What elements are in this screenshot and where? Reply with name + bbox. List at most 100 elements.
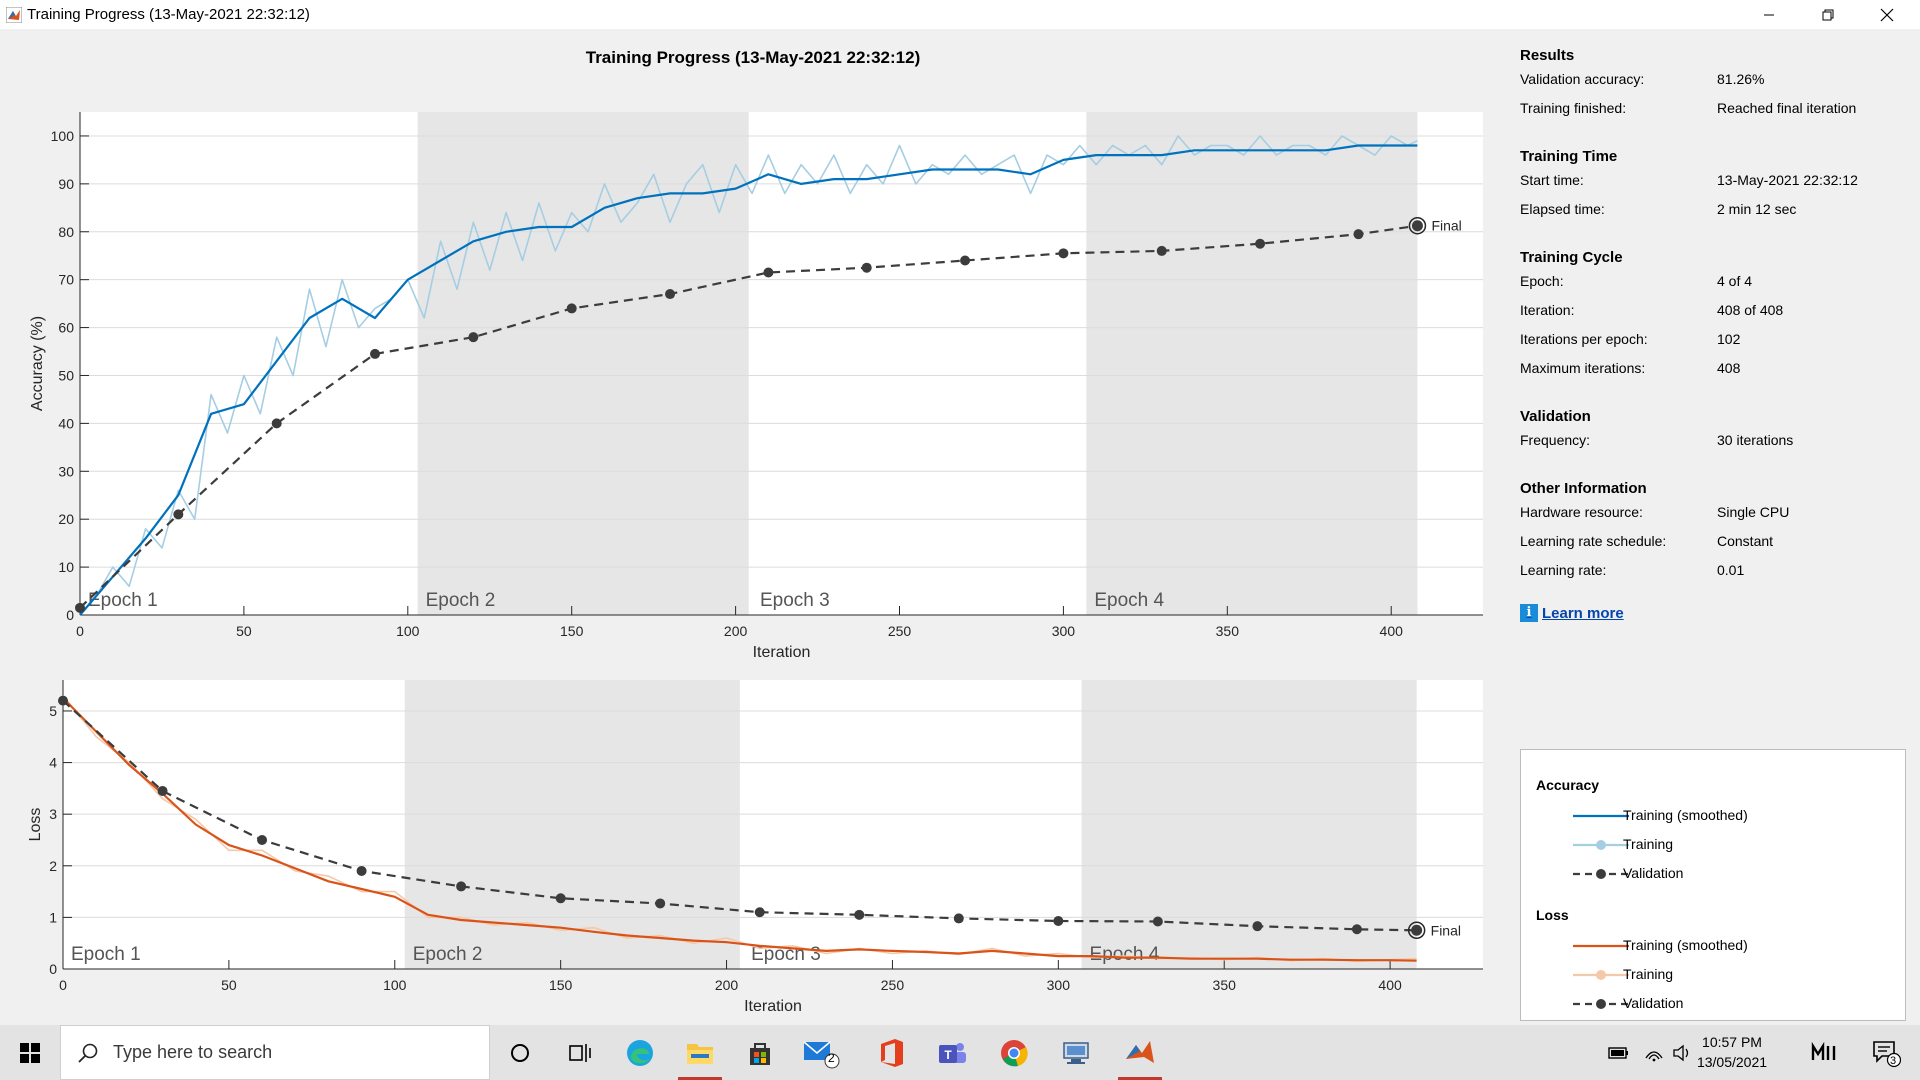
validation-point	[173, 509, 183, 519]
epoch-label: Epoch 2	[426, 590, 496, 611]
x-tick-label: 350	[1216, 623, 1240, 639]
y-tick-label: 80	[58, 224, 74, 240]
info-icon: i	[1520, 604, 1538, 622]
close-icon	[1880, 8, 1894, 22]
epoch-band	[1082, 680, 1417, 969]
info-label: Maximum iterations:	[1520, 360, 1645, 376]
edge-button[interactable]	[610, 1025, 670, 1080]
legend-label: Validation	[1623, 865, 1683, 881]
epoch-band	[1086, 112, 1417, 615]
training-plots: Epoch 1 Epoch 2 Epoch 3 Epoch 40 50 100 150 200…	[0, 29, 1506, 1025]
chart-loss: Epoch 1 Epoch 2 Epoch 3 Epoch 40 50 100 150 200…	[27, 680, 1483, 1015]
legend-label: Training	[1623, 966, 1673, 982]
y-tick-label: 70	[58, 272, 74, 288]
legend-label: Training (smoothed)	[1623, 937, 1748, 953]
legend-loss-title: Loss	[1536, 907, 1569, 923]
info-value: 4 of 4	[1717, 273, 1752, 289]
legend-swatch	[1571, 838, 1631, 852]
epoch-label: Epoch 4	[1094, 590, 1164, 611]
info-label: Training finished:	[1520, 100, 1626, 116]
validation-point	[1252, 921, 1262, 931]
notification-icon	[1871, 1038, 1901, 1068]
legend-swatch	[1571, 968, 1631, 982]
validation-point	[1058, 248, 1068, 258]
chrome-button[interactable]	[984, 1025, 1044, 1080]
notifications-button[interactable]: 3	[1856, 1025, 1916, 1080]
y-tick-label: 5	[49, 703, 57, 719]
y-tick-label: 30	[58, 463, 74, 479]
start-button[interactable]	[0, 1025, 60, 1080]
minimize-button[interactable]	[1740, 0, 1798, 29]
epoch-band	[405, 680, 740, 969]
office-icon	[879, 1038, 905, 1068]
final-label: Final	[1431, 218, 1461, 234]
validation-point	[257, 835, 267, 845]
clock-date: 13/05/2021	[1690, 1052, 1774, 1072]
file-explorer-icon	[685, 1040, 715, 1066]
final-label: Final	[1431, 922, 1461, 938]
info-value: 408	[1717, 360, 1740, 376]
chrome-icon	[999, 1038, 1029, 1068]
validation-point	[1053, 916, 1063, 926]
legend-label: Training (smoothed)	[1623, 807, 1748, 823]
restore-button[interactable]	[1799, 0, 1857, 29]
info-panel: Results Validation accuracy: 81.26% Trainin…	[1506, 29, 1920, 1025]
learn-more-label: Learn more	[1542, 605, 1624, 622]
mail-badge: 2	[828, 1051, 835, 1065]
y-tick-label: 1	[49, 909, 57, 925]
info-value: 81.26%	[1717, 71, 1764, 87]
x-tick-label: 400	[1378, 977, 1402, 993]
cortana-button[interactable]	[490, 1025, 550, 1080]
validation-point	[357, 866, 367, 876]
x-tick-label: 100	[396, 623, 420, 639]
teams-button[interactable]: T	[922, 1025, 982, 1080]
matlab-button[interactable]	[1110, 1025, 1170, 1080]
taskbar-search[interactable]: Type here to search	[60, 1025, 490, 1080]
x-tick-label: 200	[715, 977, 739, 993]
store-button[interactable]	[730, 1025, 790, 1080]
x-axis-label: Iteration	[744, 998, 802, 1015]
info-value: 2 min 12 sec	[1717, 201, 1796, 217]
y-tick-label: 0	[66, 607, 74, 623]
notification-count: 3	[1890, 1055, 1896, 1067]
learn-more-link[interactable]: i Learn more	[1520, 604, 1624, 622]
y-tick-label: 3	[49, 806, 57, 822]
chart-accuracy: Epoch 1 Epoch 2 Epoch 3 Epoch 40 50 100 150 200…	[29, 112, 1483, 661]
cortana-icon	[509, 1042, 531, 1064]
wifi-icon[interactable]	[1644, 1044, 1664, 1062]
info-label: Elapsed time:	[1520, 201, 1605, 217]
battery-icon[interactable]	[1608, 1046, 1630, 1060]
edge-icon	[625, 1038, 655, 1068]
keyboard-indicator[interactable]	[1794, 1025, 1854, 1080]
validation-point	[1411, 925, 1422, 936]
y-tick-label: 2	[49, 858, 57, 874]
validation-point	[960, 256, 970, 266]
svg-text:T: T	[944, 1048, 952, 1062]
office-button[interactable]	[862, 1025, 922, 1080]
validation-point	[272, 418, 282, 428]
epoch-label: Epoch 3	[760, 590, 830, 611]
volume-icon[interactable]	[1672, 1044, 1692, 1062]
x-tick-label: 300	[1052, 623, 1076, 639]
validation-point	[370, 349, 380, 359]
search-placeholder: Type here to search	[113, 1042, 272, 1063]
validation-point	[755, 907, 765, 917]
close-button[interactable]	[1858, 0, 1916, 29]
epoch-label: Epoch 2	[413, 944, 483, 965]
file-explorer-button[interactable]	[670, 1025, 730, 1080]
taskbar-clock[interactable]: 10:57 PM 13/05/2021	[1690, 1032, 1774, 1072]
info-label: Start time:	[1520, 172, 1584, 188]
validation-point	[1352, 924, 1362, 934]
info-label: Validation accuracy:	[1520, 71, 1644, 87]
clock-time: 10:57 PM	[1690, 1032, 1774, 1052]
mail-button[interactable]: 2	[790, 1025, 850, 1080]
x-tick-label: 0	[59, 977, 67, 993]
info-value: Constant	[1717, 533, 1773, 549]
network-app-button[interactable]	[1046, 1025, 1106, 1080]
y-tick-label: 0	[49, 961, 57, 977]
validation-point	[1157, 246, 1167, 256]
task-view-button[interactable]	[550, 1025, 610, 1080]
epoch-label: Epoch 1	[71, 944, 141, 965]
search-icon	[77, 1042, 99, 1064]
y-axis-label: Accuracy (%)	[29, 316, 46, 411]
